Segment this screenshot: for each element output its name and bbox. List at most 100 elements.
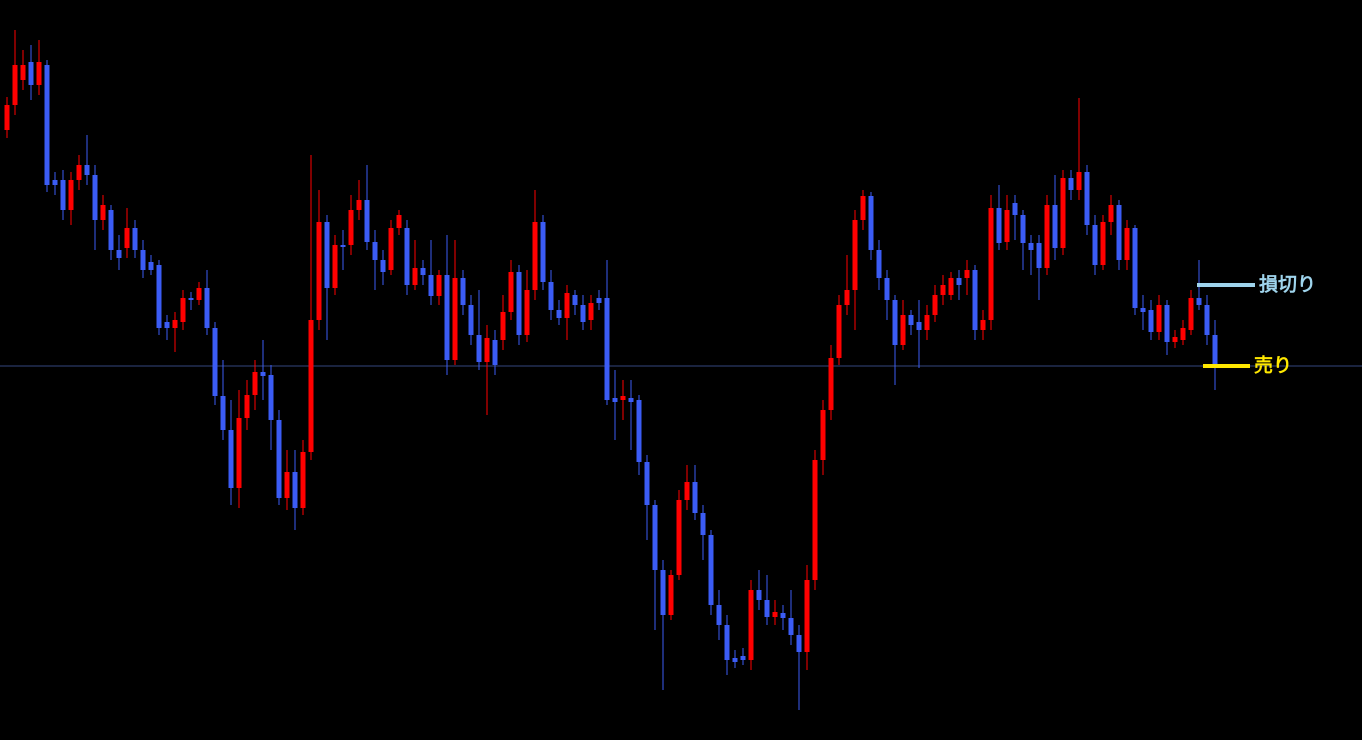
candle-body	[604, 298, 610, 400]
candle-body	[796, 635, 802, 652]
candle-body	[748, 590, 754, 660]
candle-body	[1172, 337, 1178, 342]
candle-body	[340, 245, 346, 247]
candle-body	[108, 210, 114, 250]
candle-body	[876, 250, 882, 278]
candle-body	[1212, 335, 1218, 366]
candle-body	[908, 315, 914, 325]
candle-body	[788, 618, 794, 635]
candle-body	[1076, 172, 1082, 190]
candle-body	[404, 228, 410, 285]
candle-body	[620, 396, 626, 400]
candle-body	[556, 310, 562, 318]
candle-body	[988, 208, 994, 320]
candle-body	[1084, 172, 1090, 225]
candle-body	[52, 180, 58, 185]
candle-body	[940, 285, 946, 295]
candle-body	[1068, 178, 1074, 190]
candle-body	[516, 272, 522, 335]
candle-body	[820, 410, 826, 460]
candle-body	[948, 278, 954, 295]
candle-body	[284, 472, 290, 498]
candle-body	[644, 462, 650, 505]
candle-body	[324, 222, 330, 288]
candle-body	[220, 396, 226, 430]
candle-body	[428, 275, 434, 296]
candle-body	[1140, 308, 1146, 312]
candle-body	[772, 612, 778, 617]
candle-body	[172, 320, 178, 328]
candle-body	[1012, 203, 1018, 215]
level-label: 売り	[1254, 354, 1292, 377]
candle-body	[764, 600, 770, 617]
candle-body	[260, 372, 266, 376]
candle-body	[564, 293, 570, 318]
candle-body	[196, 288, 202, 300]
candle-body	[356, 200, 362, 210]
candle-body	[276, 420, 282, 498]
candle-body	[980, 320, 986, 330]
candle-body	[452, 278, 458, 360]
candle-body	[76, 165, 82, 180]
candle-body	[588, 303, 594, 320]
candle-body	[540, 222, 546, 282]
candle-body	[708, 535, 714, 605]
candle-body	[372, 242, 378, 260]
candle-body	[1204, 305, 1210, 335]
candle-body	[628, 398, 634, 402]
candle-body	[84, 165, 90, 175]
candle-body	[1188, 298, 1194, 330]
candle-body	[548, 282, 554, 310]
candle-body	[140, 250, 146, 270]
candle-body	[444, 275, 450, 360]
candle-body	[460, 278, 466, 305]
candle-body	[780, 613, 786, 618]
candle-body	[388, 228, 394, 270]
candle-body	[884, 278, 890, 300]
candle-body	[1060, 178, 1066, 248]
candle-body	[1052, 205, 1058, 248]
candle-body	[188, 298, 194, 300]
candle-body	[804, 580, 810, 652]
candle-body	[44, 65, 50, 185]
candle-body	[364, 200, 370, 242]
candle-body	[1108, 205, 1114, 222]
candle-body	[972, 270, 978, 330]
candle-body	[244, 395, 250, 418]
candle-body	[724, 625, 730, 660]
level-label: 損切り	[1259, 274, 1316, 296]
candle-body	[1036, 243, 1042, 268]
candle-body	[932, 295, 938, 315]
candle-body	[668, 575, 674, 615]
candle-body	[20, 65, 26, 80]
candle-body	[252, 372, 258, 395]
candle-body	[652, 505, 658, 570]
candle-body	[468, 305, 474, 335]
candle-body	[924, 315, 930, 330]
candle-body	[692, 482, 698, 513]
candle-body	[524, 290, 530, 335]
candle-body	[332, 245, 338, 288]
candle-body	[268, 375, 274, 420]
candle-body	[716, 605, 722, 625]
candle-body	[580, 305, 586, 322]
candle-body	[676, 500, 682, 575]
candle-body	[316, 222, 322, 320]
candle-body	[756, 590, 762, 600]
candle-body	[964, 270, 970, 278]
candle-body	[380, 260, 386, 272]
candle-body	[956, 278, 962, 285]
candle-body	[164, 322, 170, 328]
candle-body	[1028, 243, 1034, 250]
candle-body	[420, 268, 426, 275]
candle-body	[1124, 228, 1130, 260]
candle-body	[660, 570, 666, 615]
candle-body	[228, 430, 234, 488]
candle-body	[436, 275, 442, 296]
candle-body	[484, 338, 490, 362]
candle-body	[476, 335, 482, 362]
candle-body	[892, 300, 898, 345]
candle-body	[812, 460, 818, 580]
candle-body	[68, 180, 74, 210]
